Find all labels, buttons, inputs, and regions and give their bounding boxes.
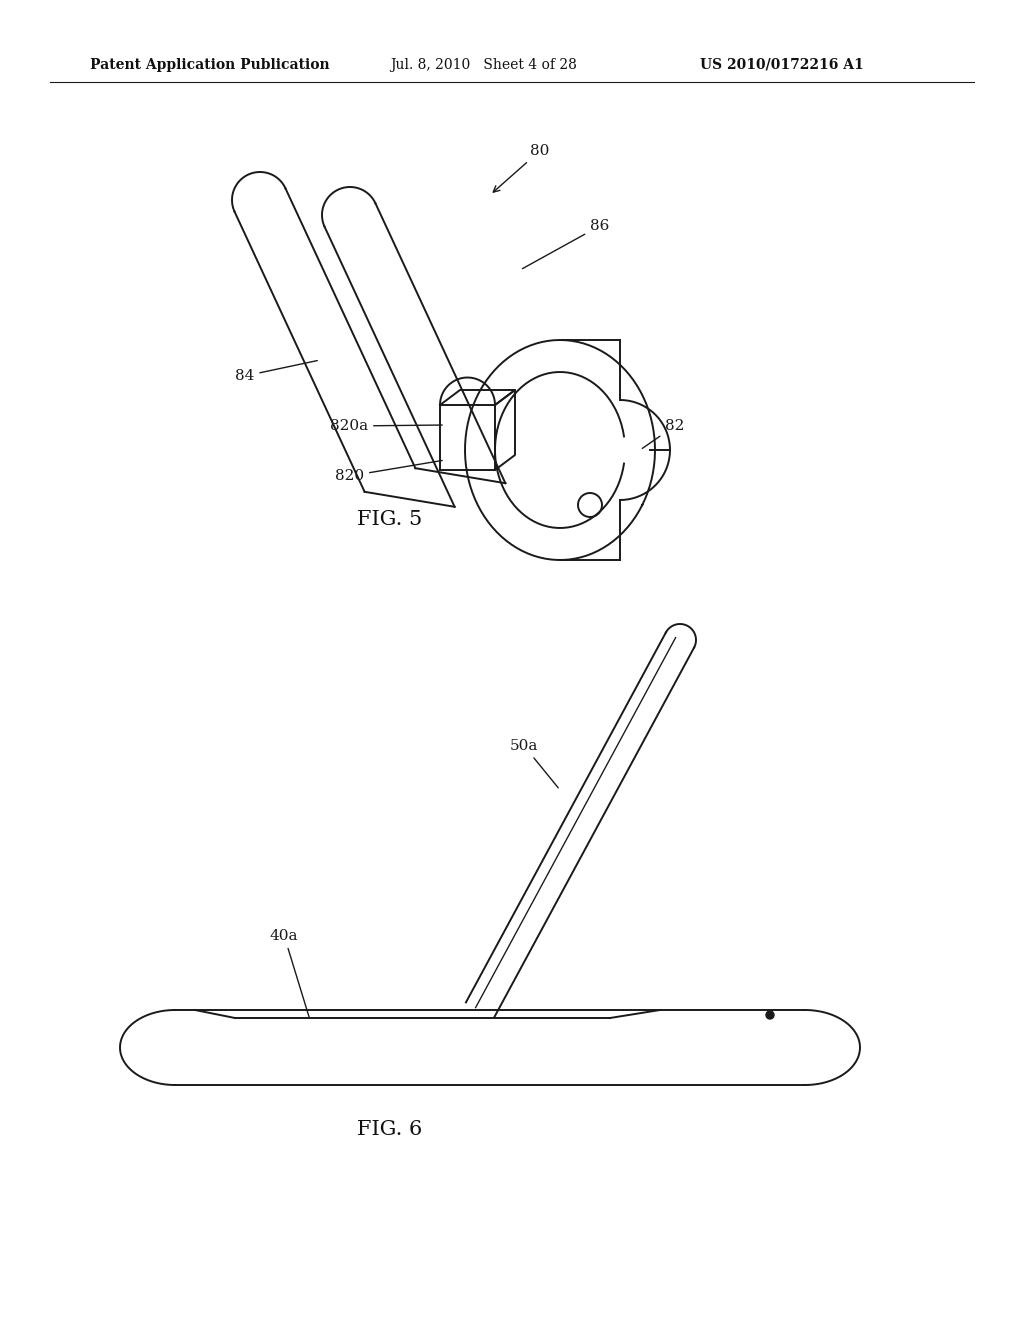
Text: 86: 86 bbox=[522, 219, 609, 269]
Text: 820: 820 bbox=[335, 461, 442, 483]
Text: FIG. 6: FIG. 6 bbox=[357, 1119, 423, 1139]
Text: Patent Application Publication: Patent Application Publication bbox=[90, 58, 330, 73]
Text: 40a: 40a bbox=[270, 929, 309, 1018]
Text: FIG. 5: FIG. 5 bbox=[357, 510, 423, 529]
Text: 84: 84 bbox=[234, 360, 317, 383]
Text: 80: 80 bbox=[494, 144, 549, 193]
Text: 50a: 50a bbox=[510, 739, 558, 788]
Text: US 2010/0172216 A1: US 2010/0172216 A1 bbox=[700, 58, 864, 73]
Text: 820a: 820a bbox=[330, 418, 442, 433]
Text: 82: 82 bbox=[642, 418, 684, 449]
Text: Jul. 8, 2010   Sheet 4 of 28: Jul. 8, 2010 Sheet 4 of 28 bbox=[390, 58, 577, 73]
Circle shape bbox=[766, 1011, 774, 1019]
